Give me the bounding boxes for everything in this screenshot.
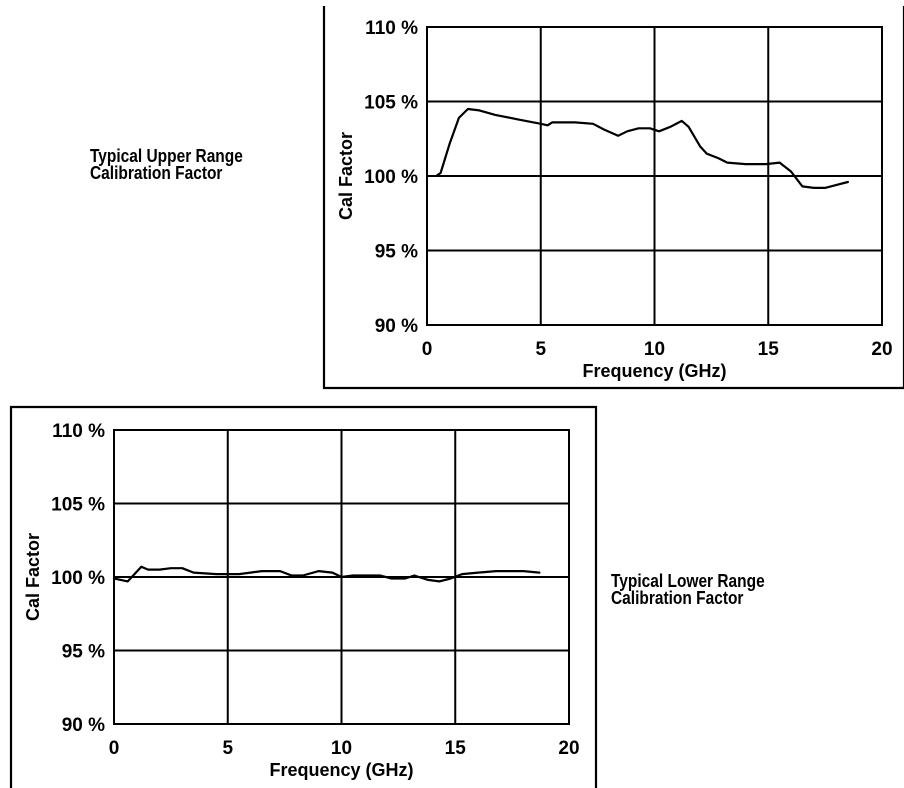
upper-y-tick-label: 100 % [364, 167, 418, 188]
upper-cal-factor-line [435, 107, 850, 189]
lower-x-axis-label: Frequency (GHz) [269, 760, 413, 780]
lower-y-tick-label: 95 % [62, 642, 105, 663]
upper-y-tick-label: 90 % [375, 316, 418, 337]
upper-x-tick-label: 0 [422, 339, 433, 360]
upper-caption-line1: Typical Upper Range [90, 146, 243, 166]
lower-chart-caption: Typical Lower Range Calibration Factor [611, 571, 765, 608]
lower-caption-line2: Calibration Factor [611, 588, 744, 608]
upper-x-tick-label: 15 [758, 339, 780, 360]
lower-x-tick-label: 10 [331, 738, 352, 759]
lower-cal-factor-line [112, 565, 541, 583]
upper-caption-line2: Calibration Factor [90, 163, 223, 183]
upper-x-tick-label: 20 [871, 339, 892, 360]
upper-y-tick-label: 105 % [364, 93, 418, 114]
lower-caption-line1: Typical Lower Range [611, 571, 765, 591]
lower-x-tick-label: 5 [222, 738, 233, 759]
lower-x-tick-label: 15 [445, 738, 467, 759]
lower-x-tick-label: 0 [109, 738, 120, 759]
lower-y-axis-label: Cal Factor [23, 533, 43, 621]
upper-chart: 0 5 10 15 20 90 % 95 % 100 % 105 % 110 % Frequency… [322, 6, 904, 390]
lower-x-tick-label: 20 [558, 738, 579, 759]
upper-y-tick-label: 95 % [375, 242, 418, 263]
lower-chart-frame [9, 405, 598, 788]
upper-y-axis-label: Cal Factor [336, 132, 356, 220]
upper-x-tick-label: 5 [535, 339, 546, 360]
upper-chart-caption: Typical Upper Range Calibration Factor [90, 146, 243, 183]
lower-y-tick-label: 100 % [51, 568, 105, 589]
upper-x-axis-label: Frequency (GHz) [582, 361, 726, 381]
upper-y-tick-label: 110 % [365, 18, 418, 39]
lower-y-tick-label: 105 % [51, 495, 105, 516]
lower-y-tick-label: 90 % [62, 715, 105, 736]
lower-y-tick-label: 110 % [52, 421, 105, 442]
upper-chart-frame [322, 6, 904, 390]
lower-chart: 0 5 10 15 20 90 % 95 % 100 % 105 % 110 % Frequency… [9, 405, 598, 788]
upper-x-tick-label: 10 [644, 339, 665, 360]
